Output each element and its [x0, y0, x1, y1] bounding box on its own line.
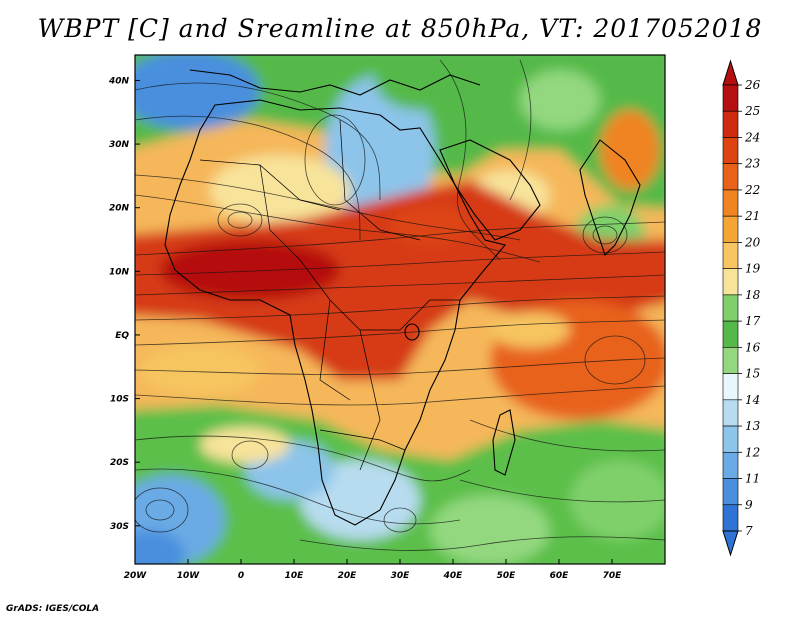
- colorbar-swatch: [722, 110, 739, 138]
- lon-label: 0: [238, 571, 244, 581]
- streamlines: [135, 59, 665, 551]
- plot-area: [135, 55, 665, 564]
- colorbar-swatch: [722, 504, 739, 532]
- lon-label: 70E: [603, 571, 623, 581]
- colorbar-label: 15: [745, 367, 760, 381]
- colorbar-top-arrow: [722, 59, 739, 86]
- colorbar-swatch: [722, 373, 739, 401]
- colorbar-label: 22: [744, 183, 760, 197]
- colorbar-label: 24: [744, 130, 760, 144]
- lat-axis: 40N 30N 20N 10N EQ 10S 20S 30S: [108, 76, 140, 532]
- colorbar-label: 23: [744, 157, 761, 171]
- colorbar: 26 25 24 23 22 21 20 19 18 17 16 15 14 13 12 11 9 7: [722, 59, 761, 557]
- lon-label: 20E: [338, 571, 358, 581]
- colorbar-swatch: [722, 242, 739, 269]
- map-title: WBPT [C] and Sreamline at 850hPa, VT: 20…: [37, 14, 763, 43]
- colorbar-label: 25: [744, 104, 760, 118]
- colorbar-label: 9: [745, 498, 753, 512]
- coastlines: [164, 69, 641, 526]
- lon-label: 40E: [443, 571, 464, 581]
- lon-label: 30E: [391, 571, 411, 581]
- grads-credit: GrADS: IGES/COLA: [6, 604, 100, 614]
- colorbar-label: 19: [745, 262, 761, 276]
- colorbar-swatch: [722, 215, 739, 243]
- wbpt-shading: [135, 55, 665, 564]
- lat-label: 20S: [110, 458, 129, 468]
- lon-label: 10E: [285, 571, 305, 581]
- lon-axis: 20W 10W 0 10E 20E 30E 40E 50E 60E 70E: [124, 559, 622, 581]
- colorbar-swatch: [722, 320, 739, 348]
- colorbar-label: 20: [744, 235, 761, 249]
- colorbar-swatch: [722, 163, 739, 191]
- colorbar-swatch: [722, 399, 739, 427]
- lon-label: 60E: [550, 571, 570, 581]
- colorbar-swatch: [722, 84, 739, 112]
- colorbar-label: 17: [745, 314, 761, 328]
- colorbar-swatch: [722, 451, 739, 479]
- lat-label: 10S: [110, 395, 129, 405]
- lat-label: 10N: [109, 267, 130, 277]
- colorbar-label: 13: [745, 419, 761, 433]
- colorbar-swatch: [722, 137, 739, 165]
- lon-label: 20W: [124, 571, 148, 581]
- colorbar-swatch: [722, 268, 739, 296]
- colorbar-swatch: [722, 189, 739, 217]
- colorbar-label: 26: [744, 78, 761, 92]
- colorbar-swatch: [722, 294, 739, 322]
- lon-label: 10W: [177, 571, 201, 581]
- lat-label: 30S: [110, 522, 129, 532]
- colorbar-swatch: [722, 425, 739, 453]
- colorbar-bottom-arrow: [722, 530, 739, 557]
- lat-label: 20N: [109, 204, 130, 214]
- lat-label: EQ: [115, 331, 129, 341]
- colorbar-swatch: [722, 347, 739, 374]
- lon-label: 50E: [497, 571, 517, 581]
- colorbar-label: 7: [745, 524, 753, 538]
- colorbar-label: 12: [745, 445, 760, 459]
- colorbar-label: 18: [745, 288, 761, 302]
- colorbar-label: 14: [745, 393, 760, 407]
- lat-label: 40N: [108, 76, 130, 86]
- colorbar-label: 21: [744, 209, 760, 223]
- colorbar-swatch: [722, 478, 739, 506]
- lat-label: 30N: [109, 140, 130, 150]
- colorbar-label: 16: [745, 340, 761, 354]
- colorbar-label: 11: [745, 472, 760, 486]
